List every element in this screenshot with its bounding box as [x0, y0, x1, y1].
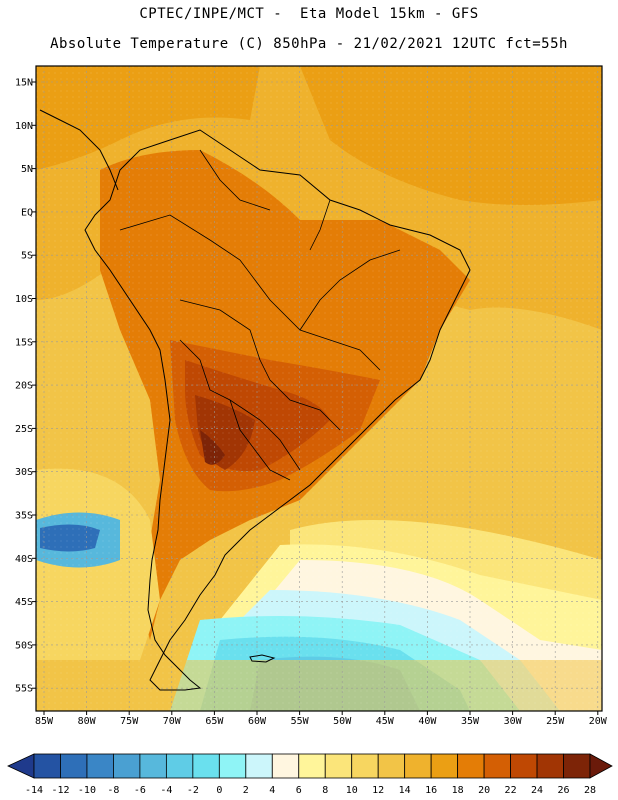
south-america-coastline	[84, 129, 471, 691]
colorbar-swatch	[351, 753, 379, 779]
colorbar-left-arrow	[7, 753, 35, 779]
colorbar-swatch	[165, 753, 194, 779]
lon-tick-label: 40W	[418, 716, 437, 727]
colorbar-label: 8	[322, 785, 328, 796]
country-borders	[119, 149, 401, 481]
colorbar-label: -8	[107, 785, 119, 796]
colorbar-label: -14	[25, 785, 43, 796]
colorbar-label: -12	[51, 785, 69, 796]
lon-tick-label: 60W	[248, 716, 267, 727]
colorbar-label: -10	[78, 785, 96, 796]
colorbar-label: -4	[160, 785, 172, 796]
colorbar-swatch	[404, 753, 432, 779]
colorbar-swatch	[377, 753, 406, 779]
colorbar-swatch	[324, 753, 353, 779]
colorbar-swatch	[139, 753, 167, 779]
lon-tick-label: 25W	[546, 716, 565, 727]
lat-tick-label: 25S	[15, 424, 33, 435]
colorbar-label: 12	[372, 785, 384, 796]
colorbar-label: -6	[134, 785, 146, 796]
lon-tick-label: 85W	[35, 716, 54, 727]
lat-tick-label: 5S	[21, 251, 33, 262]
colorbar-swatch	[536, 753, 564, 779]
lat-tick-label: 40S	[15, 554, 33, 565]
colorbar-label: 18	[452, 785, 464, 796]
lon-tick-label: 35W	[461, 716, 480, 727]
lon-tick-label: 30W	[504, 716, 523, 727]
falkland-islands	[249, 654, 276, 663]
lon-tick-label: 55W	[291, 716, 310, 727]
lon-tick-label: 50W	[333, 716, 352, 727]
colorbar-label: 24	[531, 785, 543, 796]
colorbar-swatch	[86, 753, 114, 779]
lon-tick-label: 75W	[120, 716, 139, 727]
colorbar-swatch	[113, 753, 141, 779]
lon-tick-label: 45W	[376, 716, 395, 727]
colorbar-label: 26	[558, 785, 570, 796]
chart-title-line1: CPTEC/INPE/MCT - Eta Model 15km - GFS	[139, 6, 479, 22]
lat-tick-label: 30S	[15, 467, 33, 478]
latitude-axis: 15N 10N 5N EQ 5S 10S 15S 20S 25S 30S 35S 40S 45S 50S 5…	[15, 78, 36, 695]
colorbar-label: 0	[216, 785, 222, 796]
colorbar-label: 4	[269, 785, 275, 796]
coastline-borders	[39, 109, 471, 691]
lat-tick-label: 55S	[15, 684, 33, 695]
colorbar-label: 20	[478, 785, 490, 796]
lat-tick-label: 20S	[15, 381, 33, 392]
colorbar-swatch	[192, 753, 220, 779]
lat-tick-label: 5N	[21, 164, 33, 175]
colorbar-label: 10	[346, 785, 358, 796]
map-frame	[35, 65, 603, 712]
lat-tick-label: 45S	[15, 597, 33, 608]
lat-tick-label: 15N	[15, 78, 33, 89]
lon-tick-label: 70W	[163, 716, 182, 727]
colorbar: -14 -12 -10 -8 -6 -4 -2 0 2 4 6 8 10 12 14 16 18 20 22 24 26…	[7, 753, 613, 796]
lat-tick-label: 10S	[15, 294, 33, 305]
colorbar-right-arrow	[589, 753, 613, 779]
colorbar-label: -2	[187, 785, 199, 796]
lon-tick-label: 20W	[589, 716, 608, 727]
colorbar-label: 16	[425, 785, 437, 796]
colorbar-swatch	[430, 753, 459, 779]
colorbar-label: 22	[505, 785, 517, 796]
colorbar-swatch	[218, 753, 247, 779]
lat-tick-label: EQ	[21, 207, 33, 218]
colorbar-swatch	[245, 753, 273, 779]
lat-tick-label: 50S	[15, 640, 33, 651]
colorbar-swatch	[457, 753, 485, 779]
colorbar-swatch	[271, 753, 300, 779]
colorbar-swatch	[33, 753, 61, 779]
colorbar-label: 6	[296, 785, 302, 796]
central-america-coastline	[39, 109, 119, 191]
colorbar-swatch	[298, 753, 326, 779]
lat-tick-label: 35S	[15, 511, 33, 522]
colorbar-swatch	[563, 753, 591, 779]
chart-title-line2: Absolute Temperature (C) 850hPa - 21/02/…	[50, 36, 568, 52]
lon-tick-label: 80W	[78, 716, 97, 727]
colorbar-swatch	[60, 753, 88, 779]
lon-tick-label: 65W	[205, 716, 224, 727]
colorbar-swatch	[510, 753, 538, 779]
temperature-field	[36, 66, 602, 711]
longitude-axis: 85W 80W 75W 70W 65W 60W 55W 50W 45W 40W 35W 30W 25W 2…	[35, 711, 608, 727]
colorbar-label: 28	[584, 785, 596, 796]
graticule	[36, 66, 602, 711]
lat-tick-label: 15S	[15, 337, 33, 348]
colorbar-swatch	[483, 753, 511, 779]
colorbar-label: 14	[399, 785, 411, 796]
colorbar-label: 2	[243, 785, 249, 796]
lat-tick-label: 10N	[15, 121, 33, 132]
